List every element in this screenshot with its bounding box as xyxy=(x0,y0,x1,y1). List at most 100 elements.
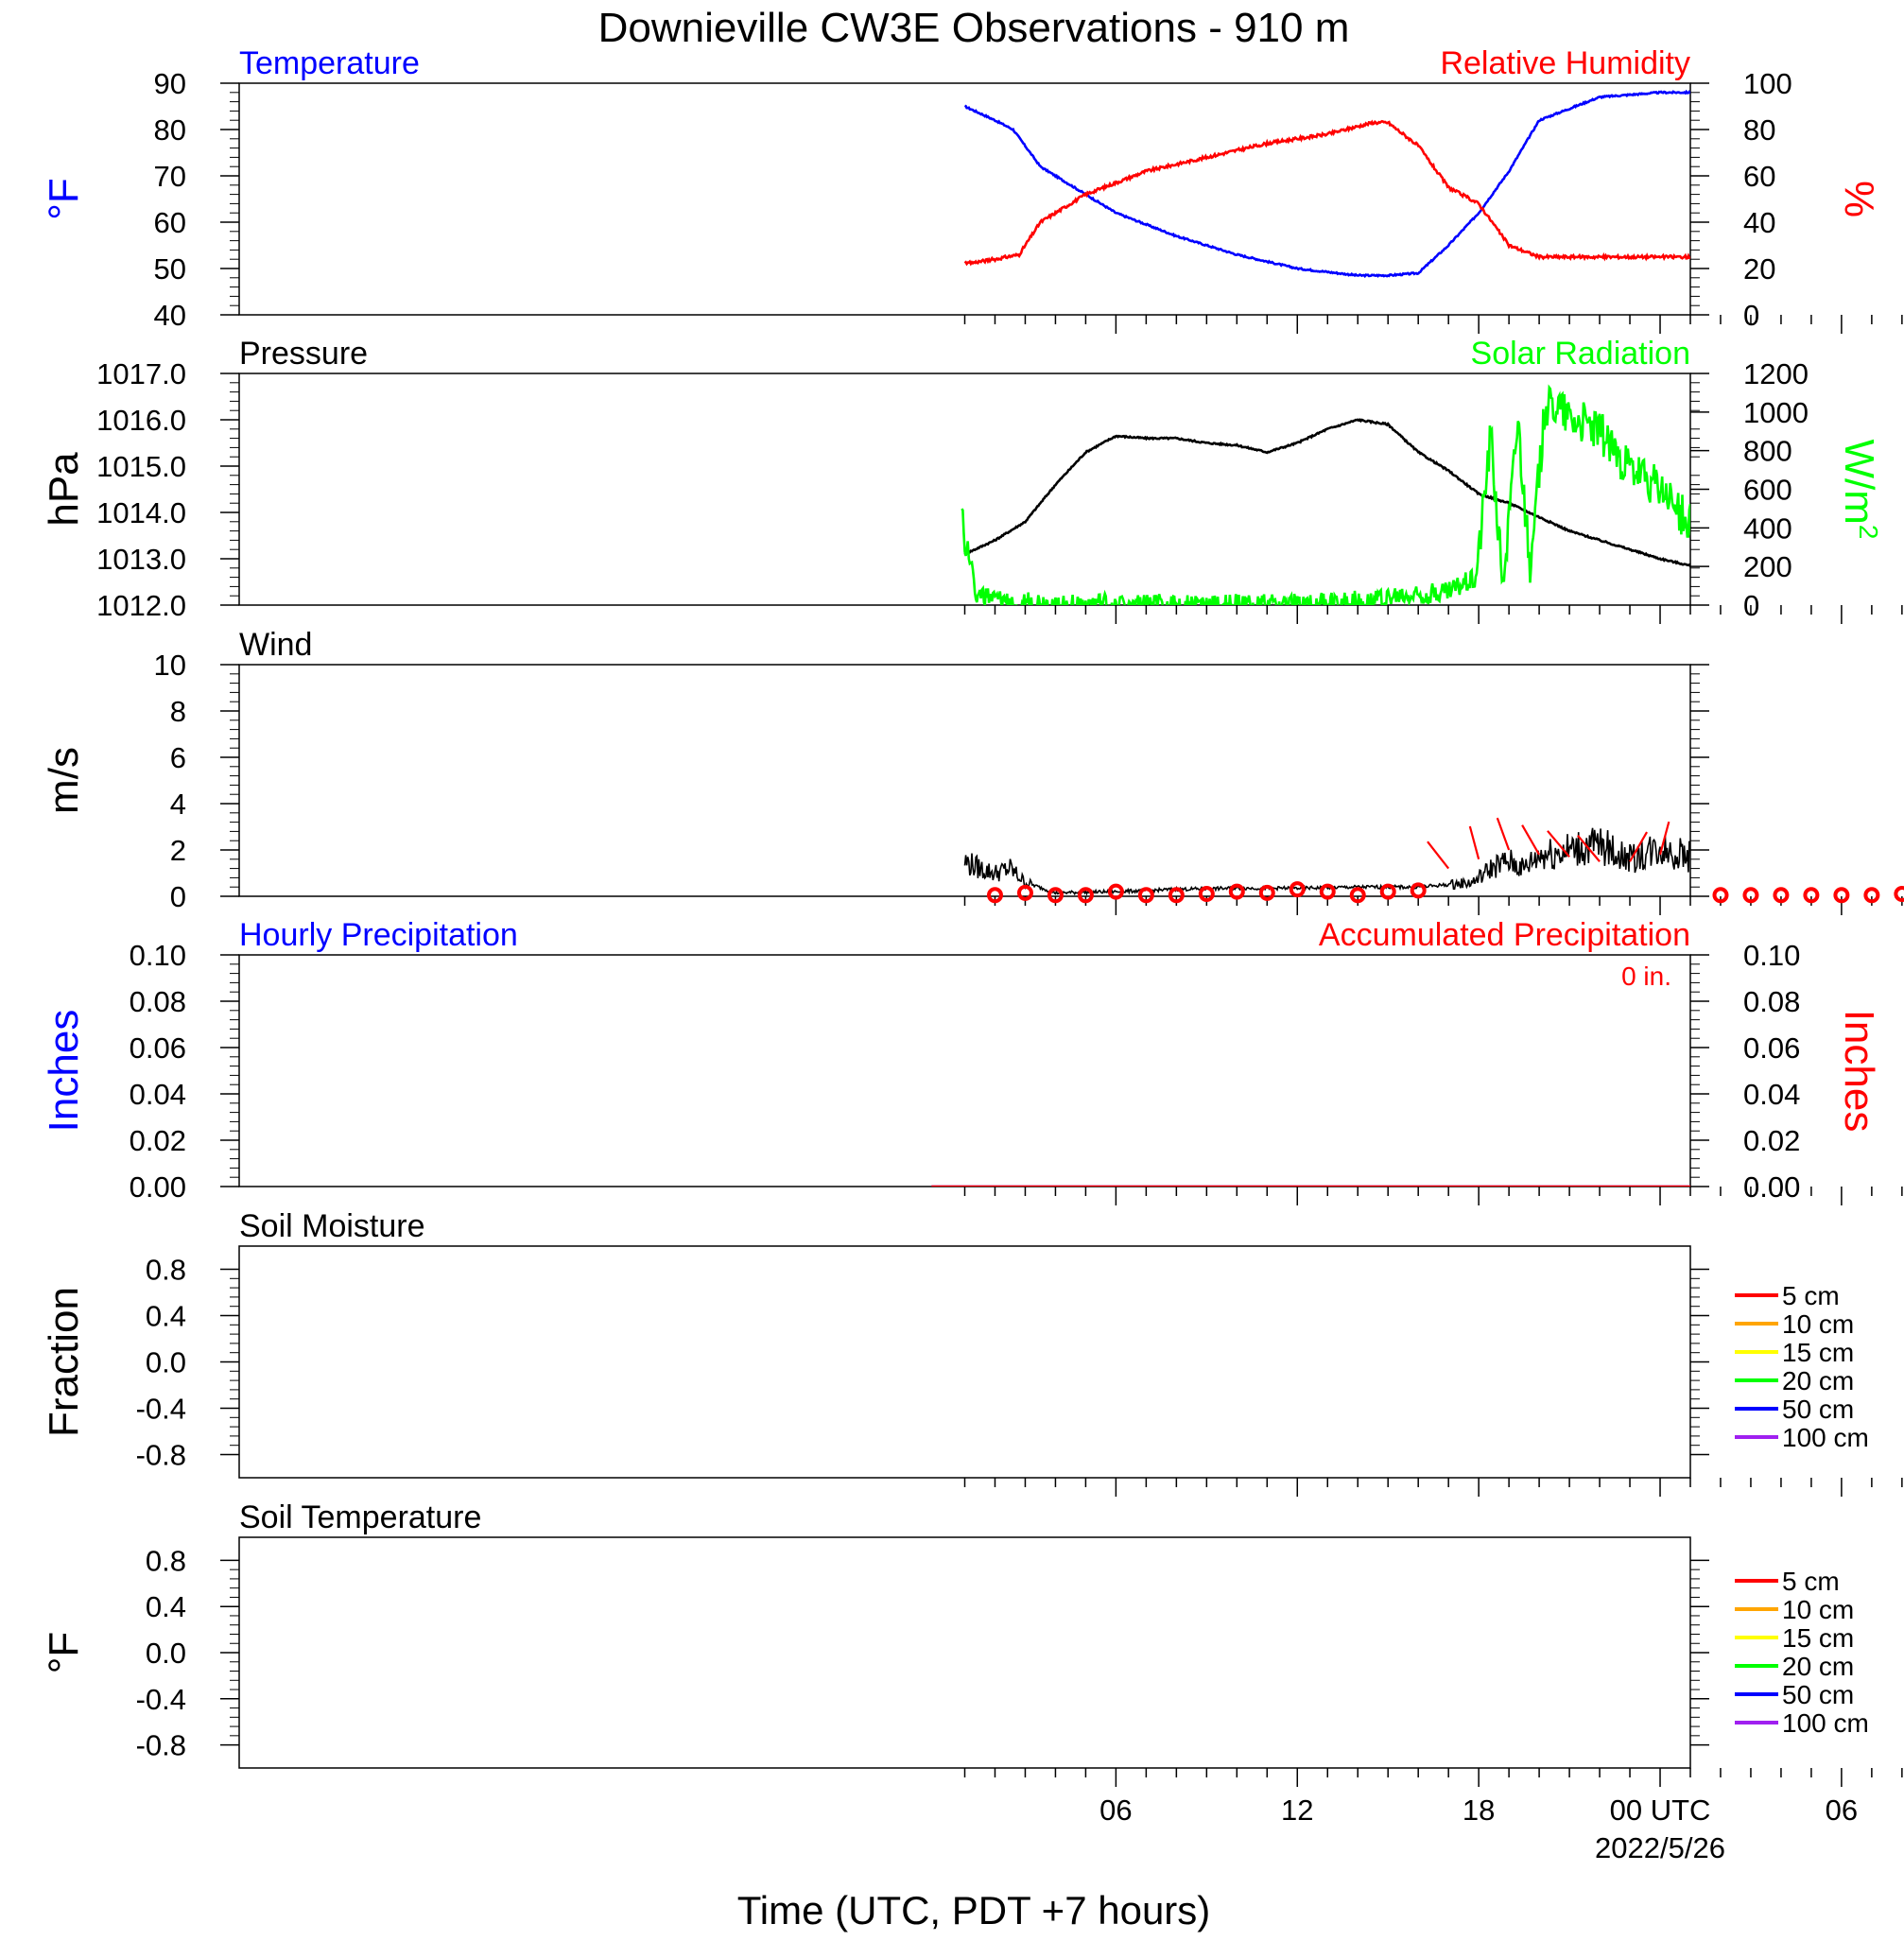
y-tick-label-left: 70 xyxy=(154,160,186,193)
wind-calm-circle xyxy=(1803,887,1820,904)
y-tick-label-left: 0.4 xyxy=(146,1590,186,1623)
y-tick-label-left: 4 xyxy=(170,788,186,821)
wind-calm-circle xyxy=(1198,886,1215,903)
y-axis-label-left: Inches xyxy=(41,1010,87,1133)
panel-title-right: Relative Humidity xyxy=(1440,45,1690,81)
wind-calm-circle xyxy=(1833,887,1850,904)
y-tick-label-left: -0.8 xyxy=(136,1729,186,1762)
y-tick-label-left: 10 xyxy=(154,649,186,682)
y-axis-label-left: °F xyxy=(41,178,87,219)
y-tick-label-right: 0.02 xyxy=(1743,1124,1800,1157)
y-tick-label-left: 90 xyxy=(154,67,186,100)
y-tick-label-left: 6 xyxy=(170,741,186,774)
y-tick-label-left: -0.4 xyxy=(136,1683,186,1716)
wind-calm-circle xyxy=(986,887,1003,904)
legend-label: 5 cm xyxy=(1782,1567,1840,1596)
accumulated-total: 0 in. xyxy=(1621,962,1671,991)
y-tick-label-right: 60 xyxy=(1743,160,1775,193)
wind-barb xyxy=(1496,817,1511,851)
y-tick-label-right: 1200 xyxy=(1743,357,1809,390)
y-tick-label-left: 1014.0 xyxy=(96,496,186,529)
wind-calm-circle xyxy=(1228,883,1245,900)
x-tick-label: 00 UTC xyxy=(1610,1794,1711,1827)
series-line-pressure xyxy=(963,418,1690,568)
y-axis-label-left: m/s xyxy=(41,747,87,814)
panel-title-right: Solar Radiation xyxy=(1471,336,1690,372)
panel-wind: 0 2 4 6 8 10 Wind m/s xyxy=(41,627,1904,915)
wind-calm-circle xyxy=(1410,882,1427,899)
wind-calm-circle xyxy=(1349,887,1366,904)
legend-label: 5 cm xyxy=(1782,1281,1840,1310)
panel-title-left: Wind xyxy=(239,627,312,663)
wind-calm-circle xyxy=(1016,884,1033,901)
wind-barb xyxy=(1547,830,1570,858)
panel-title-left: Pressure xyxy=(239,336,368,372)
legend-label: 50 cm xyxy=(1782,1680,1854,1709)
wind-barb xyxy=(1427,841,1450,870)
panel-pressure-solar: 1012.01013.01014.01015.01016.01017.00200… xyxy=(41,336,1903,624)
panel-title-left: Soil Moisture xyxy=(239,1208,425,1244)
series-line-relative-humidity xyxy=(963,119,1690,267)
y-tick-label-right: 0.08 xyxy=(1743,985,1800,1018)
wind-calm-circle xyxy=(1258,884,1275,901)
y-tick-label-right: 80 xyxy=(1743,113,1775,147)
y-tick-label-right: 0.06 xyxy=(1743,1031,1800,1065)
series-line-wind xyxy=(963,827,1690,896)
legend-label: 10 cm xyxy=(1782,1309,1854,1339)
panel-title-right: Accumulated Precipitation xyxy=(1319,917,1690,953)
panel-precipitation: 0.00 0.02 0.04 0.06 0.08 0.10 0.00 0.02 0.04 0.06… xyxy=(41,917,1903,1205)
legend-label: 10 cm xyxy=(1782,1595,1854,1624)
panels: 40 50 60 70 80 90 0 20 40 60 80 100 Temperature Relat… xyxy=(41,45,1904,1787)
y-tick-label-right: 800 xyxy=(1743,435,1792,468)
y-tick-label-left: 0.10 xyxy=(130,939,186,972)
legend-label: 15 cm xyxy=(1782,1623,1854,1653)
y-tick-label-left: 0.00 xyxy=(130,1170,186,1204)
y-tick-label-right: 1000 xyxy=(1743,396,1809,429)
wind-calm-circle xyxy=(1289,881,1306,898)
y-tick-label-left: 1017.0 xyxy=(96,357,186,390)
wind-calm-circle xyxy=(1863,887,1880,904)
x-axis-label: Time (UTC, PDT +7 hours) xyxy=(737,1888,1211,1932)
y-tick-label-left: 0.06 xyxy=(130,1031,186,1065)
y-tick-label-left: 0.8 xyxy=(146,1544,186,1577)
wind-barb xyxy=(1658,821,1670,856)
legend-label: 20 cm xyxy=(1782,1366,1854,1395)
y-tick-label-right: 400 xyxy=(1743,511,1792,545)
y-tick-label-left: 0.08 xyxy=(130,985,186,1018)
wind-calm-circle xyxy=(1773,887,1790,904)
wind-barb xyxy=(1577,834,1601,862)
plot-frame xyxy=(238,954,1691,1187)
y-tick-label-right: 40 xyxy=(1743,206,1775,239)
wind-calm-circle xyxy=(1077,887,1094,904)
y-tick-label-left: 8 xyxy=(170,695,186,728)
y-tick-label-left: 1016.0 xyxy=(96,404,186,437)
legend-label: 100 cm xyxy=(1782,1423,1869,1452)
y-tick-label-left: 0 xyxy=(170,880,186,913)
legend-label: 20 cm xyxy=(1782,1652,1854,1681)
wind-barb xyxy=(1521,824,1541,856)
y-axis-label-left: hPa xyxy=(41,452,87,527)
plot-frame xyxy=(238,1245,1691,1479)
legend-label: 15 cm xyxy=(1782,1338,1854,1367)
y-tick-label-right: 0.00 xyxy=(1743,1170,1800,1204)
y-tick-label-left: 80 xyxy=(154,113,186,147)
legend-label: 50 cm xyxy=(1782,1395,1854,1424)
x-tick-label: 12 xyxy=(1281,1794,1313,1827)
wind-calm-circle xyxy=(1894,886,1904,903)
y-tick-label-left: 1013.0 xyxy=(96,543,186,576)
y-tick-label-left: -0.4 xyxy=(136,1393,186,1426)
y-tick-label-right: 100 xyxy=(1743,67,1792,100)
series-line-temperature xyxy=(963,89,1690,279)
x-tick-label: 06 xyxy=(1099,1794,1132,1827)
y-axis-label-right: Inches xyxy=(1836,1010,1882,1133)
chart-title: Downieville CW3E Observations - 910 m xyxy=(598,5,1350,51)
panel-title-left: Temperature xyxy=(239,45,420,81)
y-axis-label-left: Fraction xyxy=(41,1287,87,1437)
x-tick-label: 06 xyxy=(1826,1794,1858,1827)
y-axis-label-right: % xyxy=(1836,181,1882,217)
x-date-label: 2022/5/26 xyxy=(1595,1831,1725,1864)
y-tick-label-left: 0.4 xyxy=(146,1300,186,1333)
